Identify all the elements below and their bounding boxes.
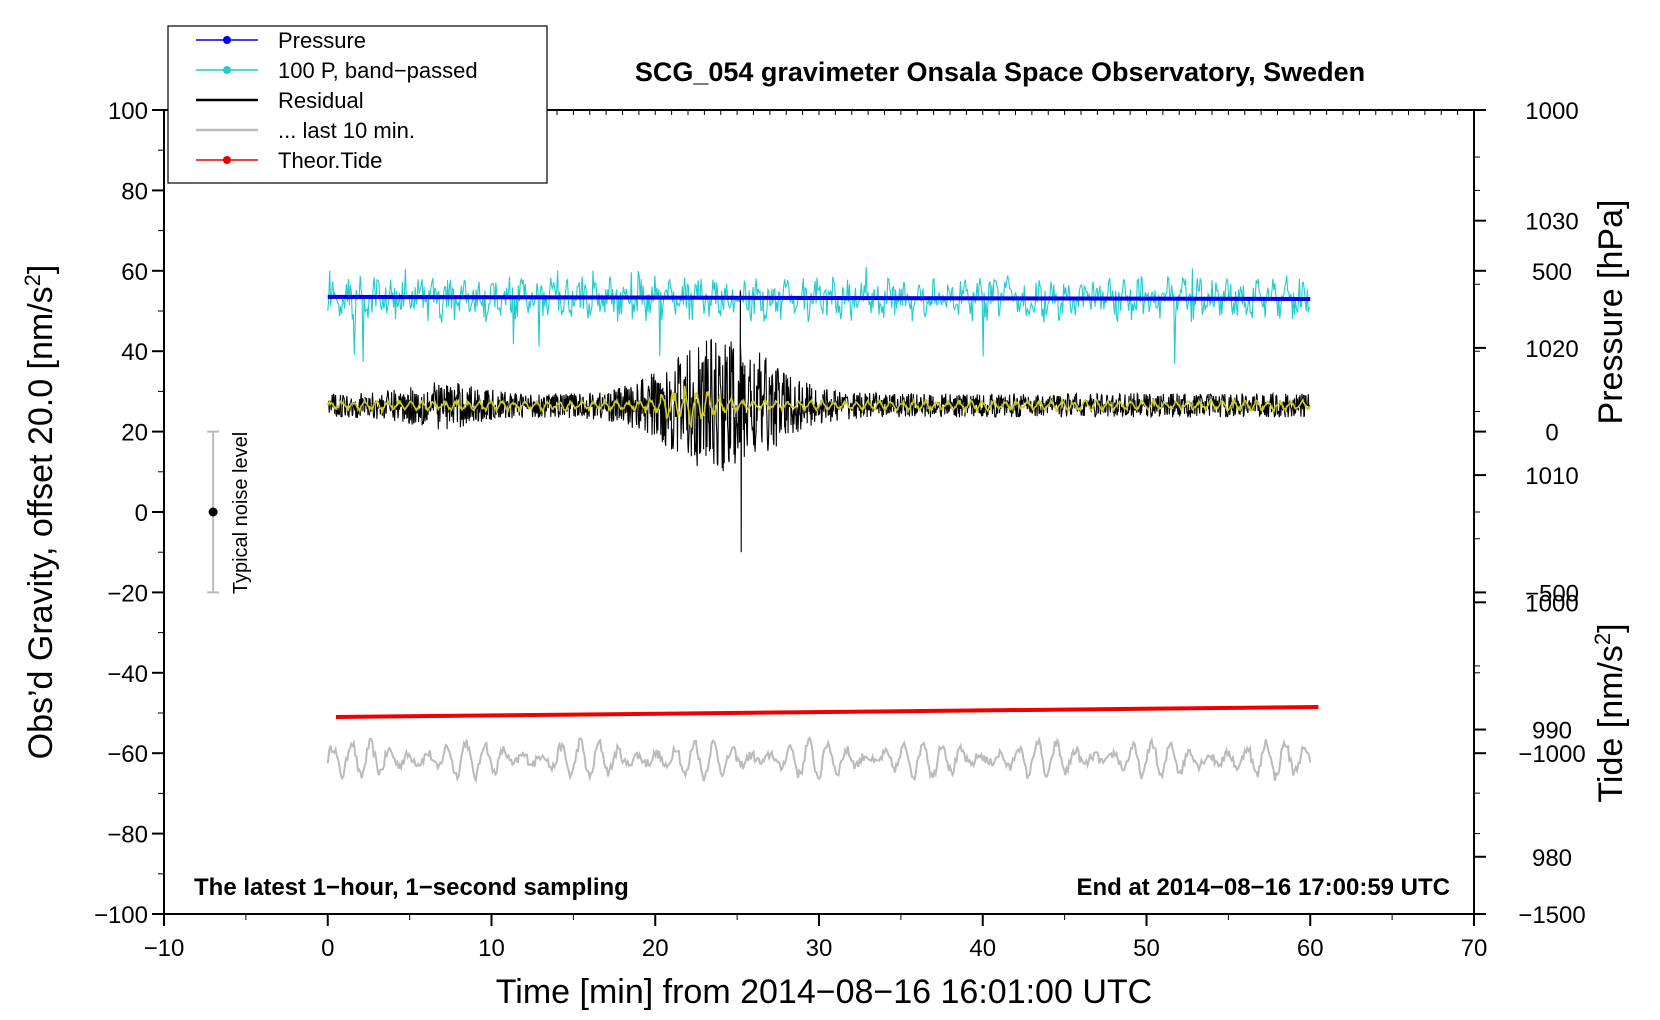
tide-tick-label: 1000: [1525, 98, 1578, 125]
x-tick-label: 50: [1133, 935, 1160, 962]
y-axis-ticks: 100 80 60 40 20 0 −20 −40 −60 −80 −100: [94, 98, 164, 929]
note-right: End at 2014−08−16 17:00:59 UTC: [1076, 874, 1450, 901]
chart-title: SCG_054 gravimeter Onsala Space Observat…: [635, 57, 1365, 87]
legend-label: Residual: [278, 88, 364, 113]
y-label-sup: 2: [20, 274, 45, 286]
series-last-10-min: [326, 736, 1312, 784]
tide-tick-label: 500: [1532, 259, 1572, 286]
noise-indicator: [207, 430, 220, 594]
pressure-tick-label: 990: [1532, 718, 1572, 745]
legend-box: [167, 25, 548, 184]
tide-tick-label: −1500: [1518, 902, 1585, 929]
tide-label-sup: 2: [1590, 633, 1615, 645]
legend-label: ... last 10 min.: [278, 118, 415, 143]
pressure-tick-label: 980: [1532, 845, 1572, 872]
noise-label: Typical noise level: [230, 432, 252, 594]
legend-label: 100 P, band−passed: [278, 58, 478, 83]
y-label-main: Obs’d Gravity, offset 20.0 [nm/s: [22, 286, 60, 759]
pressure-tick-label: 1010: [1525, 463, 1578, 490]
x-tick-label: 30: [806, 935, 833, 962]
y-axis-label-left: Obs’d Gravity, offset 20.0 [nm/s2]: [20, 265, 60, 760]
y-tick-label: −80: [107, 822, 148, 849]
legend: Pressure 100 P, band−passed Residual ... la…: [196, 28, 478, 173]
plot-frame: [163, 109, 1475, 915]
tide-tick-label: −1000: [1518, 741, 1585, 768]
y-tick-label: 60: [121, 259, 148, 286]
legend-label: Theor.Tide: [278, 148, 382, 173]
noise-bar-center-dot: [208, 507, 218, 517]
series-residual: [327, 290, 1311, 553]
series-theoretical-tide: [335, 704, 1319, 720]
x-tick-label: 60: [1297, 935, 1324, 962]
x-axis-label: Time [min] from 2014−08−16 16:01:00 UTC: [496, 973, 1152, 1011]
legend-marker: [223, 66, 231, 74]
y-axis-label-pressure: Pressure [hPa]: [1592, 200, 1630, 425]
y-tick-label: −60: [107, 741, 148, 768]
pressure-tick-label: 1000: [1525, 590, 1578, 617]
legend-label: Pressure: [278, 28, 366, 53]
y-label-close: ]: [22, 265, 60, 274]
note-left: The latest 1−hour, 1−second sampling: [194, 874, 629, 901]
x-tick-label: 10: [478, 935, 505, 962]
y-tick-label: 20: [121, 420, 148, 447]
minor-ticks: [158, 109, 1480, 920]
x-tick-label: 70: [1461, 935, 1488, 962]
tide-axis-ticks: 1000 500 0 −500 −1000 −1500: [1474, 98, 1586, 929]
tide-label-main: Tide [nm/s: [1592, 645, 1630, 802]
y-tick-label: 40: [121, 339, 148, 366]
pressure-tick-label: 1030: [1525, 209, 1578, 236]
tide-tick-label: 0: [1545, 420, 1558, 447]
series-residual-smoothed: [327, 385, 1311, 429]
x-tick-label: 20: [642, 935, 669, 962]
y-tick-label: −20: [107, 580, 148, 607]
y-tick-label: 80: [121, 178, 148, 205]
y-axis-label-tide: Tide [nm/s2]: [1590, 623, 1630, 802]
x-tick-label: −10: [144, 935, 185, 962]
x-tick-label: 40: [969, 935, 996, 962]
legend-marker: [223, 36, 231, 44]
y-tick-label: −40: [107, 661, 148, 688]
y-tick-label: −100: [94, 902, 148, 929]
tide-label-close: ]: [1592, 623, 1630, 632]
series-pressure: [327, 294, 1311, 301]
pressure-axis-ticks: 1030 1020 1010 1000 990 980: [1474, 209, 1579, 872]
y-tick-label: 0: [135, 500, 148, 527]
series-pressure-bandpassed: [327, 266, 1310, 364]
x-tick-label: 0: [321, 935, 334, 962]
x-axis-ticks: −10 0 10 20 30 40 50 60 70: [144, 914, 1488, 962]
y-tick-label: 100: [108, 98, 148, 125]
legend-marker: [223, 156, 231, 164]
tide-tick-label: −500: [1525, 580, 1579, 607]
pressure-tick-label: 1020: [1525, 336, 1578, 363]
series-group: [326, 266, 1319, 784]
